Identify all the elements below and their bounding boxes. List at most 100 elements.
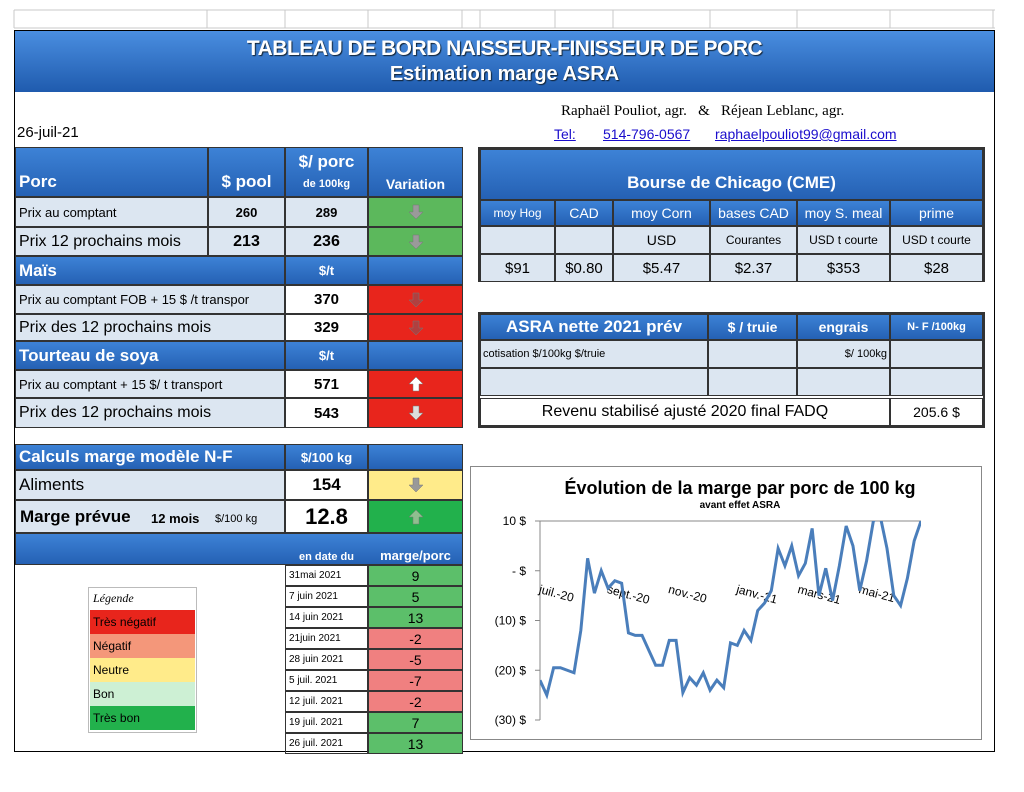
chart-box xyxy=(470,466,982,740)
value-cell: 329 xyxy=(285,314,368,341)
history-date: 28 juin 2021 xyxy=(285,649,368,670)
value-cell: 213 xyxy=(208,227,285,256)
history-value: 13 xyxy=(368,733,463,754)
cell xyxy=(480,340,708,368)
header-cell: moy Corn xyxy=(613,200,710,226)
header-cell: CAD xyxy=(555,200,613,226)
arrow-icon xyxy=(407,320,424,335)
history-date: 21juin 2021 xyxy=(285,628,368,649)
variation-indicator xyxy=(368,398,463,428)
subtitle: Estimation marge ASRA xyxy=(389,62,620,85)
value-cell: 12.8 xyxy=(285,500,368,533)
section-header: Maïs xyxy=(15,256,285,285)
section-header xyxy=(368,256,463,285)
unit-text: USD t courte xyxy=(902,233,971,247)
cotisation-label: cotisation $/100kg $/truie xyxy=(483,348,606,360)
variation-indicator xyxy=(368,197,463,227)
legend-item: Neutre xyxy=(90,658,195,682)
arrow-icon xyxy=(407,477,424,493)
cell xyxy=(708,368,797,396)
row-label: Prix des 12 prochains mois xyxy=(15,398,285,428)
arrow-icon xyxy=(407,376,424,392)
arrow-icon xyxy=(407,204,424,220)
variation-indicator xyxy=(368,285,463,314)
unit-text: USD xyxy=(646,232,677,248)
row-label xyxy=(15,500,285,533)
value-cell: $0.80 xyxy=(555,254,613,282)
row-label: Prix au comptant xyxy=(15,197,208,227)
variation-indicator xyxy=(368,227,463,256)
value-cell: $353 xyxy=(797,254,890,282)
header-cell: Porc xyxy=(15,147,208,197)
x-tick-label: nov.-20 xyxy=(667,582,709,606)
marge-unit: $/100 kg xyxy=(215,513,258,525)
authors: Raphaël Pouliot, agr. & Réjean Leblanc, … xyxy=(561,102,845,119)
cell xyxy=(797,340,890,368)
variation-indicator xyxy=(368,500,463,533)
unit-cell xyxy=(710,226,797,254)
section-header: Tourteau de soya xyxy=(15,341,285,370)
section-unit: $/t xyxy=(285,256,368,285)
y-tick-label: (30) $ xyxy=(495,713,527,727)
value-cell: 236 xyxy=(285,227,368,256)
history-value: -2 xyxy=(368,691,463,712)
section-header: Calculs marge modèle N-F xyxy=(15,444,285,470)
value-cell: $28 xyxy=(890,254,983,282)
marge-label: Marge prévue xyxy=(20,507,131,526)
line xyxy=(540,521,921,700)
history-value: 7 xyxy=(368,712,463,733)
cell xyxy=(797,368,890,396)
cell xyxy=(480,368,708,396)
chart: Évolution de la marge par porc de 100 kg… xyxy=(495,477,921,727)
y-tick-label: 10 $ xyxy=(503,514,527,528)
header-cell: moy S. meal xyxy=(797,200,890,226)
legend-item: Négatif xyxy=(90,634,195,658)
history-value: -5 xyxy=(368,649,463,670)
history-date: 7 juin 2021 xyxy=(285,586,368,607)
history-date: 5 juil. 2021 xyxy=(285,670,368,691)
value-cell: $5.47 xyxy=(613,254,710,282)
value-cell: 543 xyxy=(285,398,368,428)
history-header xyxy=(15,533,463,565)
legend-item: Très bon xyxy=(90,706,195,730)
value-cell: 260 xyxy=(208,197,285,227)
header-text: marge/porc xyxy=(380,548,451,563)
header-cell: prime xyxy=(890,200,983,226)
header-cell: $ / truie xyxy=(708,314,797,340)
revenu-label: Revenu stabilisé ajusté 2020 final FADQ xyxy=(480,398,890,426)
y-tick-label: (20) $ xyxy=(495,663,527,677)
value-cell: $91 xyxy=(480,254,555,282)
unit-cell xyxy=(480,226,555,254)
unit-text: Courantes xyxy=(725,233,782,247)
tel: 514-796-0567 xyxy=(603,126,691,142)
value-cell: 370 xyxy=(285,285,368,314)
frame xyxy=(14,30,995,752)
header-cell: bases CAD xyxy=(710,200,797,226)
section-unit: $/100 kg xyxy=(285,444,368,470)
row-label: Aliments xyxy=(15,470,285,500)
legend-title: Légende xyxy=(93,591,134,605)
value-cell: $2.37 xyxy=(710,254,797,282)
unit-cell xyxy=(890,226,983,254)
y-tick-label: (10) $ xyxy=(495,614,527,628)
tel-label: Tel: xyxy=(554,126,576,142)
variation-indicator xyxy=(368,314,463,341)
row-label: Prix au comptant FOB + 15 $ /t transpor xyxy=(15,285,285,314)
header-text: $/ porc xyxy=(298,152,355,171)
history-value: -2 xyxy=(368,628,463,649)
history-value: 13 xyxy=(368,607,463,628)
header-cell: ASRA nette 2021 prév xyxy=(480,314,708,340)
chart-subtitle: avant effet ASRA xyxy=(700,500,781,511)
history-value: 5 xyxy=(368,586,463,607)
value-cell: 289 xyxy=(285,197,368,227)
cell xyxy=(890,368,983,396)
header-cell xyxy=(285,147,368,197)
marge-period: 12 mois xyxy=(151,510,200,526)
variation-indicator xyxy=(368,370,463,398)
y-tick-label: - $ xyxy=(512,564,526,578)
date: 26-juil-21 xyxy=(17,123,79,141)
variation-indicator xyxy=(368,470,463,500)
value-cell: 154 xyxy=(285,470,368,500)
header-cell: engrais xyxy=(797,314,890,340)
cell xyxy=(890,340,983,368)
